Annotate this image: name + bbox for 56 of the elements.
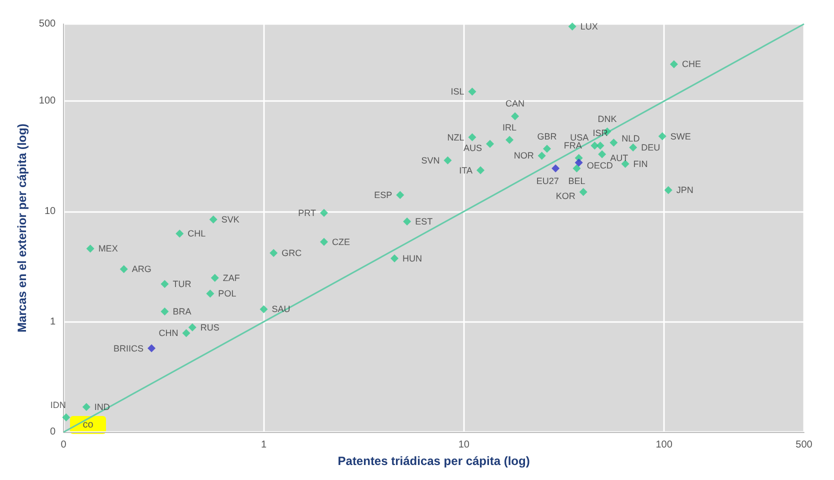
data-label: CHL: [188, 228, 206, 239]
data-label: CHN: [158, 328, 178, 338]
data-label: PRT: [298, 208, 317, 218]
data-label: CZE: [332, 236, 350, 247]
data-label: GBR: [537, 131, 558, 142]
data-label: POL: [218, 288, 236, 299]
x-tick-label: 1: [260, 440, 267, 451]
annotation: co: [82, 420, 94, 430]
y-tick-label: 500: [38, 18, 56, 30]
y-tick-label: 10: [44, 206, 56, 217]
x-tick-label: 10: [458, 440, 470, 451]
data-label: SVN: [421, 155, 440, 166]
data-label: FIN: [633, 158, 648, 169]
data-label: BEL: [568, 176, 586, 186]
data-label: JPN: [676, 185, 694, 196]
data-label: MEX: [98, 244, 118, 254]
data-label: RUS: [200, 322, 220, 332]
data-label: BRA: [172, 306, 192, 316]
data-label: CAN: [506, 98, 525, 109]
data-label: OECD: [586, 160, 614, 171]
data-label: DNK: [598, 114, 617, 124]
y-tick-label: 1: [50, 316, 56, 328]
x-tick-label: 100: [656, 440, 673, 451]
data-label: KOR: [556, 191, 576, 202]
data-label: SWE: [670, 131, 691, 142]
x-tick-label: 500: [796, 440, 813, 451]
y-tick-label: 0: [50, 426, 56, 438]
data-label: AUT: [610, 153, 629, 164]
data-label: GRC: [282, 248, 302, 258]
data-label: LUX: [580, 21, 598, 32]
data-label: BRIICS: [114, 343, 144, 354]
data-label: ARG: [132, 264, 152, 274]
data-label: IDN: [50, 400, 66, 410]
data-label: CHE: [682, 59, 701, 70]
y-axis-title: Marcas en el exterior per cápita (log): [15, 124, 29, 332]
data-label: NOR: [514, 150, 534, 161]
x-axis-title: Patentes triádicas per cápita (log): [338, 454, 530, 468]
data-label: EU27: [536, 176, 559, 186]
data-label: ZAF: [222, 272, 240, 283]
y-tick-label: 100: [38, 96, 56, 107]
data-label: IND: [94, 402, 110, 412]
data-label: USA: [570, 132, 589, 143]
data-label: HUN: [402, 253, 422, 264]
x-tick-label: 0: [60, 440, 67, 451]
data-label: IRL: [502, 122, 517, 132]
data-label: ESP: [374, 190, 392, 200]
data-label: NZL: [447, 132, 464, 142]
data-label: ITA: [459, 165, 472, 176]
data-label: NLD: [622, 134, 640, 144]
data-label: FRA: [564, 140, 582, 151]
data-label: AUS: [463, 142, 482, 153]
data-label: DEU: [641, 142, 660, 152]
data-label: EST: [415, 216, 434, 227]
data-label: SVK: [221, 214, 240, 225]
data-label: ISL: [450, 86, 464, 97]
data-label: TUR: [172, 278, 192, 289]
